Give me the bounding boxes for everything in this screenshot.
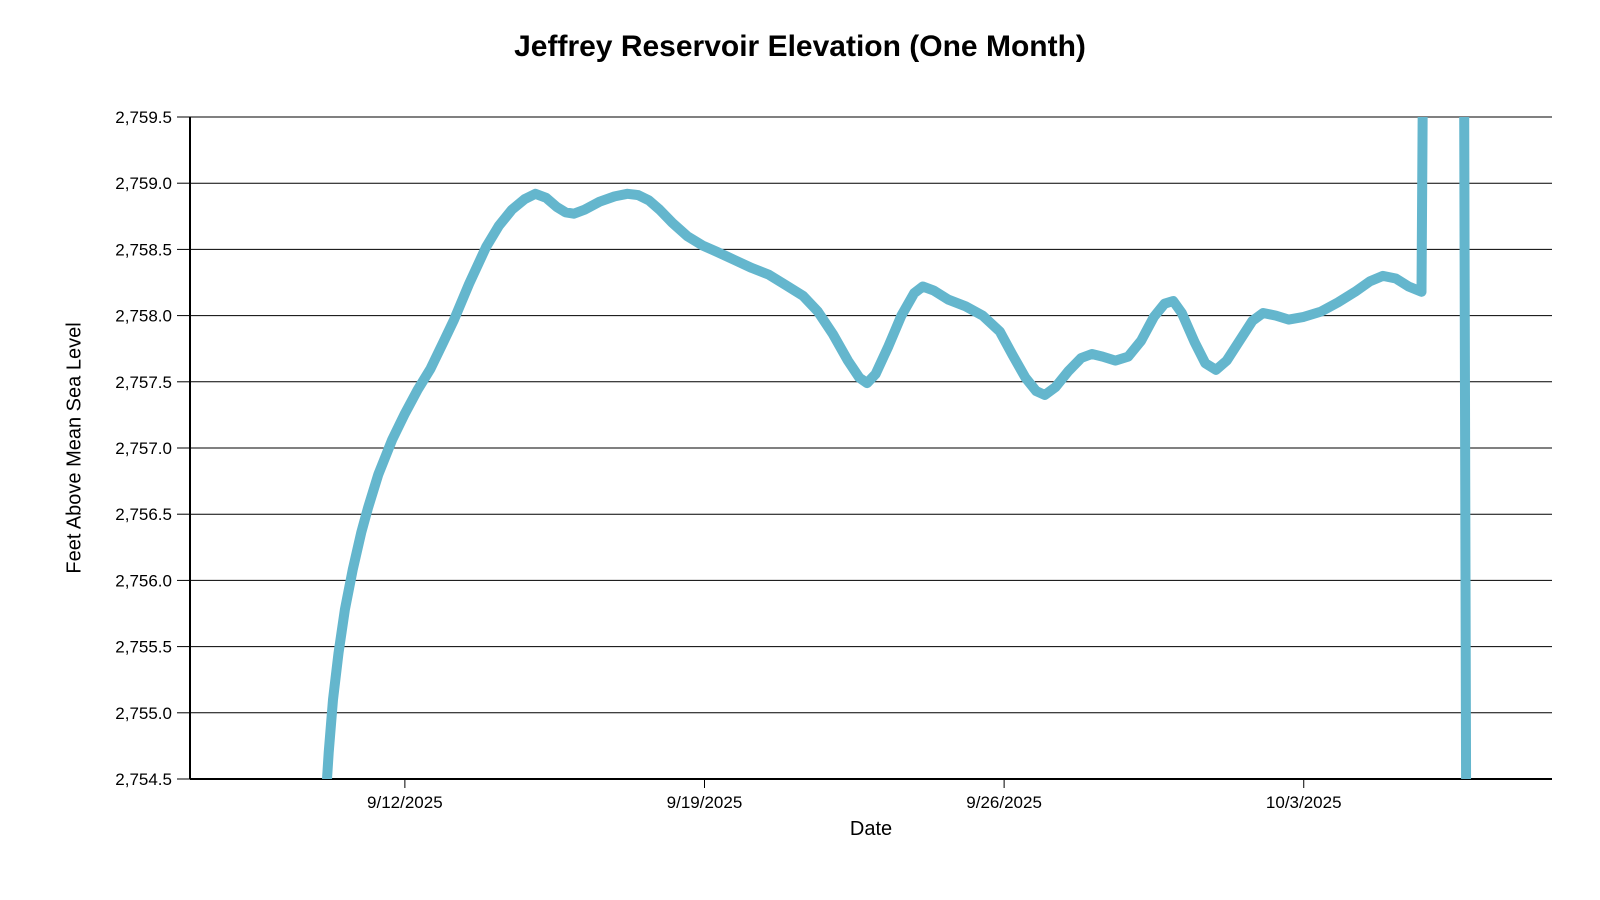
- x-tick-label: 9/26/2025: [966, 793, 1042, 812]
- chart-title: Jeffrey Reservoir Elevation (One Month): [514, 30, 1086, 63]
- y-tick-label: 2,759.0: [115, 174, 172, 193]
- y-tick-label: 2,757.0: [115, 439, 172, 458]
- x-axis-title: Date: [849, 818, 893, 840]
- elevation-line: [321, 117, 1472, 779]
- x-tick-label: 9/19/2025: [667, 793, 743, 812]
- y-tick-label: 2,755.0: [115, 704, 172, 723]
- y-tick-label: 2,755.5: [115, 638, 172, 657]
- y-tick-label: 2,759.5: [115, 108, 172, 127]
- y-tick-label: 2,758.5: [115, 240, 172, 259]
- x-tick-label: 9/12/2025: [367, 793, 443, 812]
- y-tick-label: 2,756.0: [115, 571, 172, 590]
- y-tick-label: 2,754.5: [115, 770, 172, 789]
- y-tick-label: 2,757.5: [115, 373, 172, 392]
- y-tick-label: 2,756.5: [115, 505, 172, 524]
- y-tick-label: 2,758.0: [115, 307, 172, 326]
- x-tick-label: 10/3/2025: [1266, 793, 1342, 812]
